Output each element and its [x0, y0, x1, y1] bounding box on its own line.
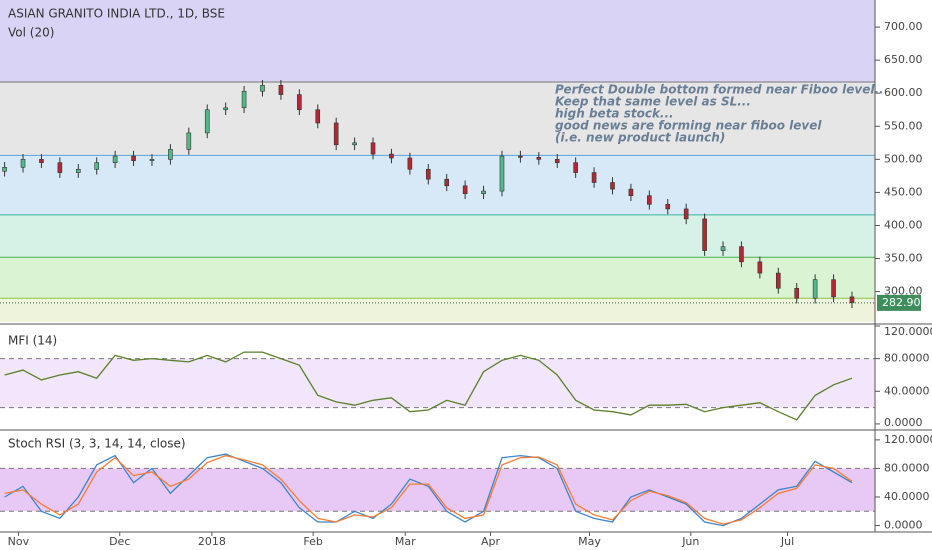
x-tick-label: May: [578, 535, 601, 548]
candle-body: [591, 172, 597, 183]
candle-body: [849, 296, 855, 304]
level-band: [0, 81, 875, 156]
last-price-tag: [877, 294, 921, 311]
candle-body: [647, 195, 652, 205]
candle-body: [39, 159, 44, 163]
panel-title: MFI (14): [8, 334, 57, 348]
candle-body: [536, 157, 542, 160]
candle-body: [573, 162, 578, 173]
candle-body: [168, 149, 173, 160]
panel-title: Stoch RSI (3, 3, 14, 14, close): [8, 437, 186, 451]
y-tick-label: 80.0000: [884, 352, 930, 365]
level-band: [0, 257, 875, 299]
candle-body: [260, 84, 265, 92]
candle-body: [57, 162, 63, 173]
volume-label: Vol (20): [8, 26, 54, 40]
last-price-label: 282.90: [882, 296, 921, 309]
x-tick-label: Feb: [303, 535, 322, 548]
candle-body: [131, 155, 136, 161]
candle-body: [812, 279, 818, 299]
y-tick-label: 40.0000: [884, 384, 930, 397]
candle-body: [702, 218, 707, 251]
x-tick-label: Jun: [681, 535, 699, 548]
x-tick-label: Mar: [395, 535, 416, 548]
candle-body: [223, 107, 228, 111]
candle-body: [333, 122, 339, 146]
candle-body: [241, 90, 247, 109]
annotation: Keep that same level as SL...: [555, 95, 751, 109]
y-tick-label: 80.0000: [884, 461, 930, 474]
annotation: (i.e. new product launch): [555, 131, 725, 145]
candle-body: [775, 272, 781, 289]
annotation: Perfect Double bottom formed near Fiboo …: [555, 83, 884, 97]
candle-body: [444, 178, 450, 187]
level-band: [0, 298, 875, 322]
y-tick-label: 120.0000: [884, 433, 932, 446]
x-tick-label: Dec: [109, 535, 130, 548]
candle-body: [407, 157, 413, 170]
candle-body: [757, 261, 763, 274]
candle-body: [831, 279, 836, 298]
candle-body: [628, 188, 634, 197]
y-tick-label: 550.00: [884, 119, 923, 132]
band: [0, 358, 875, 408]
x-tick-label: Apr: [481, 535, 501, 548]
candle-body: [610, 182, 615, 190]
candle-body: [149, 159, 155, 161]
candle-body: [278, 84, 284, 95]
candle-body: [518, 155, 523, 158]
y-tick-label: 0.0000: [884, 416, 923, 429]
candle-body: [186, 132, 192, 150]
candle-body: [462, 185, 468, 195]
y-tick-label: 600.00: [884, 86, 923, 99]
candle-body: [370, 142, 376, 155]
candle-body: [794, 287, 800, 299]
candle-body: [352, 142, 357, 146]
candle-body: [297, 94, 302, 111]
candle-body: [665, 204, 671, 210]
y-tick-label: 450.00: [884, 185, 923, 198]
x-tick-label: Nov: [8, 535, 30, 548]
y-tick-label: 700.00: [884, 20, 923, 33]
y-tick-label: 350.00: [884, 252, 923, 265]
candle-body: [683, 208, 689, 220]
chart-title: ASIAN GRANITO INDIA LTD., 1D, BSE: [8, 7, 225, 21]
candle-body: [2, 166, 7, 172]
series-line: [4, 351, 853, 421]
candle-body: [20, 159, 26, 168]
candle-body: [425, 168, 431, 180]
y-tick-label: 300.00: [884, 285, 923, 298]
y-tick-label: 650.00: [884, 53, 923, 66]
candle-body: [554, 159, 560, 163]
candle-body: [389, 153, 394, 159]
candle-body: [112, 155, 118, 163]
y-tick-label: 500.00: [884, 152, 923, 165]
candle-body: [739, 246, 744, 263]
candle-body: [94, 162, 100, 170]
candle-body: [75, 168, 81, 173]
y-tick-label: 120.0000: [884, 325, 932, 338]
level-band: [0, 155, 875, 215]
series-line: [4, 454, 853, 525]
candle-body: [204, 109, 210, 134]
candle-body: [481, 190, 486, 195]
y-tick-label: 40.0000: [884, 490, 930, 503]
level-band: [0, 214, 875, 258]
annotation: good news are forming near fiboo level: [555, 119, 822, 133]
band: [0, 468, 875, 512]
y-tick-label: 400.00: [884, 218, 923, 231]
level-band: [0, 0, 875, 82]
candle-body: [499, 155, 505, 192]
candle-body: [315, 109, 321, 124]
x-tick-label: Jul: [780, 535, 794, 548]
candle-body: [720, 246, 726, 251]
annotation: high beta stock...: [555, 107, 674, 121]
x-tick-label: 2018: [198, 535, 226, 548]
y-tick-label: 0.0000: [884, 519, 923, 532]
